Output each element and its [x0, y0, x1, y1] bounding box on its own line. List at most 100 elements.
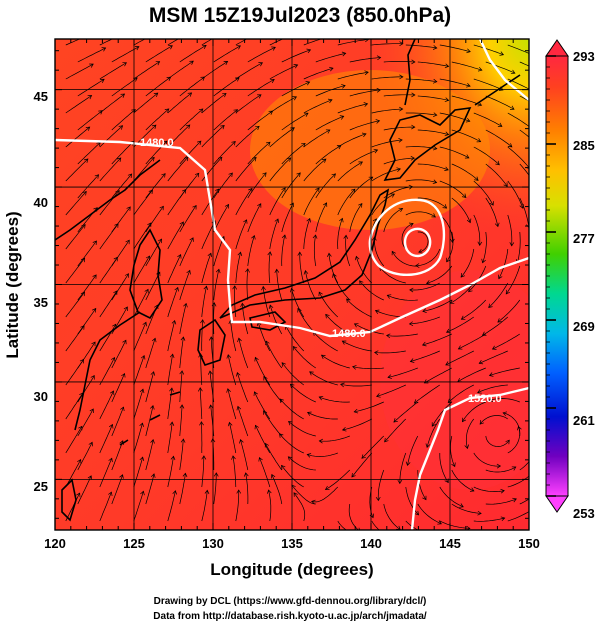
streamline: [145, 173, 166, 199]
streamline: [179, 237, 194, 267]
streamline-arrow: [270, 78, 275, 84]
streamline-arrow: [503, 182, 508, 187]
streamline-arrow: [236, 45, 241, 50]
streamline-arrow: [340, 382, 345, 388]
streamline: [279, 398, 304, 420]
streamline-arrow: [248, 187, 253, 193]
streamline: [293, 492, 306, 522]
streamline: [417, 503, 442, 525]
streamline-arrow: [163, 140, 168, 146]
streamline: [235, 126, 260, 148]
streamline-arrow: [387, 374, 393, 379]
streamline-arrow: [489, 201, 494, 206]
streamline: [451, 61, 483, 71]
streamline-arrow: [466, 48, 471, 54]
streamline: [417, 61, 449, 67]
streamline-arrow: [446, 257, 451, 263]
streamline-arrow: [432, 179, 438, 185]
streamline: [473, 78, 504, 91]
streamline: [133, 322, 147, 352]
streamline-arrow: [192, 204, 197, 210]
streamline-arrow: [264, 442, 269, 448]
streamline-arrow: [393, 418, 398, 423]
streamline: [281, 143, 306, 165]
streamline: [245, 472, 249, 505]
streamline: [269, 157, 291, 182]
streamline: [145, 271, 161, 301]
wind-streamlines: [65, 30, 529, 530]
streamline-arrow: [352, 365, 357, 370]
streamline: [485, 61, 516, 74]
streamline-arrow: [142, 321, 147, 327]
streamline: [265, 340, 283, 369]
streamline-arrow: [259, 30, 263, 34]
streamline: [145, 338, 156, 369]
streamline-arrow: [78, 425, 83, 431]
streamline: [383, 94, 415, 97]
streamline-arrow: [121, 372, 126, 378]
streamline: [259, 457, 271, 488]
colorbar-top-triangle: [545, 39, 569, 57]
streamline: [133, 389, 144, 420]
streamline-arrow: [166, 76, 172, 81]
contour-label-1520: 1520.0: [468, 393, 502, 405]
streamline: [167, 189, 187, 216]
streamline: [235, 490, 240, 522]
streamline: [263, 410, 283, 437]
streamline-arrow: [361, 454, 366, 459]
streamline-arrow: [343, 234, 349, 240]
streamline-arrow: [80, 325, 85, 330]
streamline: [354, 323, 384, 335]
streamline-arrow: [180, 336, 186, 341]
streamline: [439, 180, 467, 198]
x-tick-label: 125: [123, 536, 145, 551]
streamline-arrow: [270, 473, 276, 479]
streamline-arrow: [409, 287, 414, 293]
streamline-arrow: [460, 315, 466, 320]
streamline-arrow: [386, 333, 391, 339]
streamline-arrow: [498, 274, 503, 280]
streamline: [201, 490, 208, 522]
streamline-arrow: [445, 361, 450, 366]
streamline-arrow: [398, 137, 403, 143]
streamline-arrow: [423, 379, 429, 384]
streamline-arrow: [169, 421, 175, 426]
streamline: [111, 77, 138, 97]
streamline: [303, 99, 333, 114]
streamline: [417, 470, 427, 500]
credit-data: Data from http://database.rish.kyoto-u.a…: [153, 611, 427, 622]
streamline-arrow: [245, 268, 250, 273]
streamline-arrow: [491, 345, 497, 350]
streamline: [383, 126, 415, 131]
streamline: [235, 188, 253, 216]
streamline: [519, 129, 529, 138]
streamline: [349, 89, 381, 97]
streamline-arrow: [391, 250, 396, 256]
streamline: [65, 492, 81, 522]
streamline: [167, 354, 174, 386]
streamline: [77, 47, 106, 63]
streamline-arrow: [133, 77, 138, 82]
streamline-arrow: [477, 101, 483, 107]
streamline-arrow: [415, 263, 420, 268]
streamline: [485, 435, 510, 447]
streamline: [313, 331, 338, 352]
streamline-arrow: [437, 520, 442, 525]
streamline-arrow: [82, 190, 87, 196]
streamline: [431, 401, 453, 427]
contour-1480-main: [55, 138, 529, 338]
streamline-arrow: [450, 238, 455, 243]
streamline-arrow: [237, 337, 242, 343]
streamline: [507, 78, 529, 90]
streamline: [269, 64, 298, 80]
streamline-arrow: [306, 48, 312, 54]
streamline-arrow: [414, 510, 420, 516]
streamline-arrow: [218, 156, 223, 162]
streamline-arrow: [411, 92, 416, 98]
streamline: [405, 520, 419, 530]
streamline: [65, 459, 82, 488]
streamline-arrow: [375, 119, 381, 124]
streamline: [401, 223, 414, 250]
streamline: [383, 503, 401, 530]
